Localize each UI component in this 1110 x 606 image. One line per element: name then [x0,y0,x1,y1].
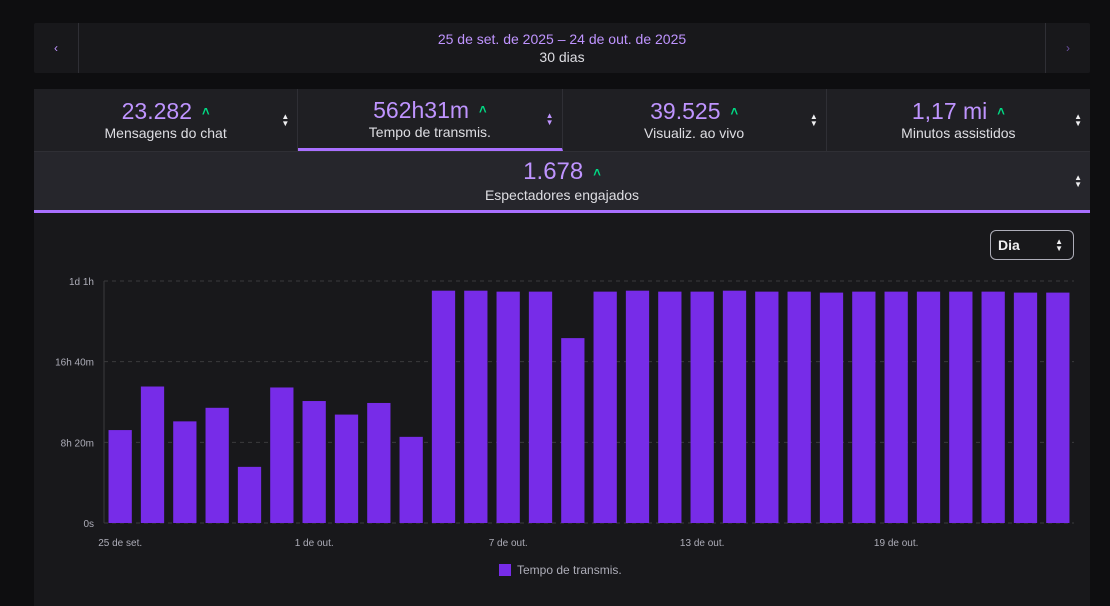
trend-up-icon: ˄ [730,103,739,119]
chart-area: Dia ▲ ▼ 0s 8h 20m 16h 40m 1d 1h 25 de set. 1 d… [34,213,1090,605]
bar-30-de-set- [270,387,294,523]
bar-1-de-out- [302,401,326,523]
metric-tab-minutes-watched[interactable]: 1,17 mi ˄ Minutos assistidos ▲ ▼ [826,89,1090,151]
legend-label: Tempo de transmis. [517,563,622,577]
bar-17-de-out- [819,292,844,523]
bar-29-de-set- [237,466,262,523]
bar-23-de-out- [1013,292,1038,523]
sort-toggle-icon[interactable]: ▲ ▼ [809,112,818,128]
trend-up-icon: ˄ [997,103,1005,119]
metric-value: 562h31m [373,96,470,123]
chart-legend: Tempo de transmis. [499,563,622,577]
y-tick-label: 1d 1h [69,277,94,288]
metric-label: Espectadores engajados [484,187,640,203]
bar-2-de-out- [334,414,359,523]
date-range-display: 25 de set. de 2025 – 24 de out. de 2025 … [79,23,1045,73]
bar-15-de-out- [755,291,779,523]
stream-time-bar-chart: 0s 8h 20m 16h 40m 1d 1h 25 de set. 1 de out. 7… [55,277,1074,549]
select-arrows-icon: ▲ ▼ [1055,237,1063,253]
bar-6-de-out- [464,290,488,523]
bar-3-de-out- [367,402,391,523]
x-tick-label: 7 de out. [489,538,528,549]
bar-25-de-set- [108,430,132,523]
metric-tab-chat-messages[interactable]: 23.282 ˄ Mensagens do chat ▲ ▼ [34,89,299,151]
metric-tab-engaged-viewers[interactable]: 1.678 ˄ Espectadores engajados ▲ ▼ [34,151,1090,213]
metric-value: 39.525 [650,98,721,124]
trend-up-icon: ˄ [479,102,487,117]
x-tick-label: 19 de out. [874,538,918,549]
trend-up-icon: ˄ [202,103,210,119]
period-select[interactable]: Dia ▲ ▼ [990,230,1074,260]
metric-label: Mensagens do chat [104,125,227,141]
bar-9-de-out- [561,338,585,523]
bar-20-de-out- [916,291,941,523]
chevron-left-icon: ‹ [54,41,58,55]
y-tick-label: 16h 40m [55,358,94,369]
metric-tabs: 23.282 ˄ Mensagens do chat ▲ ▼ 562h31m ˄ … [34,89,1090,151]
bar-27-de-set- [173,421,197,523]
bar-14-de-out- [722,290,747,523]
y-tick-label: 0s [83,519,94,530]
next-period-button[interactable]: › [1045,23,1090,73]
bar-11-de-out- [625,290,650,523]
bar-18-de-out- [852,291,876,523]
date-days-count: 30 dias [539,49,585,65]
bar-26-de-set- [140,386,165,523]
metric-label: Minutos assistidos [901,125,1016,141]
metric-value: 23.282 [121,98,192,124]
bar-13-de-out- [690,291,714,523]
sort-toggle-icon[interactable]: ▲ ▼ [1074,173,1082,189]
bar-10-de-out- [593,291,617,523]
bar-5-de-out- [431,290,456,523]
metric-label: Tempo de transmis. [368,123,491,140]
metric-value: 1,17 mi [911,98,988,124]
previous-period-button[interactable]: ‹ [34,23,79,73]
period-select-value: Dia [998,237,1020,253]
metric-tab-stream-time[interactable]: 562h31m ˄ Tempo de transmis. ▲ ▼ [298,89,563,151]
legend-swatch [499,564,511,576]
metric-tab-live-views[interactable]: 39.525 ˄ Visualiz. ao vivo ▲ ▼ [562,89,827,151]
y-tick-label: 8h 20m [61,438,94,449]
bar-19-de-out- [884,291,908,523]
chevron-right-icon: › [1066,41,1070,55]
metric-value: 1.678 [523,158,584,185]
bar-16-de-out- [787,291,811,523]
analytics-panel: 23.282 ˄ Mensagens do chat ▲ ▼ 562h31m ˄ … [34,89,1090,606]
bar-21-de-out- [949,291,973,523]
x-tick-label: 25 de set. [98,538,142,549]
date-range-navigator: ‹ 25 de set. de 2025 – 24 de out. de 202… [34,23,1090,73]
sort-toggle-icon[interactable]: ▲ ▼ [281,112,290,128]
bar-4-de-out- [399,436,423,523]
bar-22-de-out- [981,291,1005,523]
x-tick-label: 13 de out. [680,538,724,549]
bar-28-de-set- [205,407,229,523]
date-range-text: 25 de set. de 2025 – 24 de out. de 2025 [437,31,687,47]
metric-label: Visualiz. ao vivo [644,125,745,141]
bar-8-de-out- [528,291,553,523]
bar-12-de-out- [658,291,682,523]
sort-toggle-icon[interactable]: ▲ ▼ [1074,112,1082,128]
x-tick-label: 1 de out. [295,538,334,549]
bar-7-de-out- [496,291,520,523]
bar-24-de-out- [1046,292,1070,523]
trend-up-icon: ˄ [593,164,601,180]
sort-toggle-icon[interactable]: ▲ ▼ [545,110,554,127]
